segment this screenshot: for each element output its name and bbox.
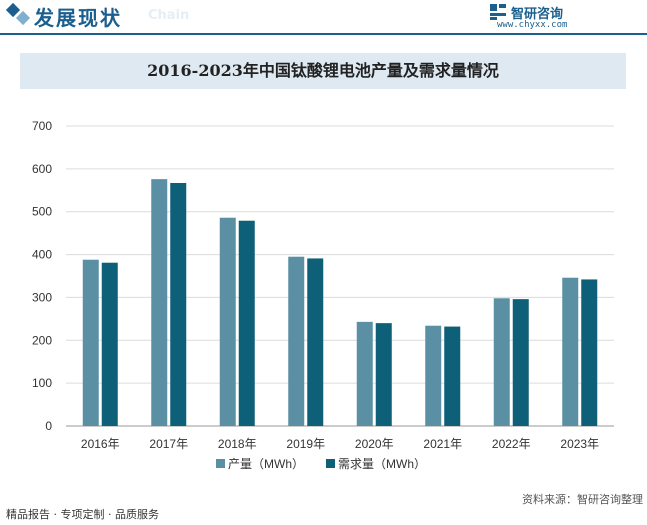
y-tick-label: 0 xyxy=(45,419,52,433)
brand-name: 智研咨询 xyxy=(511,7,564,22)
x-tick-label: 2022年 xyxy=(492,437,531,451)
y-tick-label: 500 xyxy=(32,205,52,219)
x-tick-label: 2018年 xyxy=(218,437,257,451)
section-subtitle: Chain xyxy=(148,8,190,23)
bar-production xyxy=(562,277,579,426)
footer-tagline: 精品报告 · 专项定制 · 品质服务 xyxy=(6,508,159,521)
brand-logo: 智研咨询 www.chyxx.com xyxy=(487,3,637,33)
bar-production xyxy=(425,325,442,426)
brand-url: www.chyxx.com xyxy=(497,20,568,30)
bar-demand xyxy=(444,326,461,426)
bar-production xyxy=(151,179,168,426)
bar-chart: 0 100 200 300 400 500 600 700 2016年 2017年 2018年 201… xyxy=(32,119,614,471)
x-tick-label: 2017年 xyxy=(149,437,188,451)
bar-demand xyxy=(307,258,324,426)
bar-demand xyxy=(101,262,118,426)
y-tick-label: 700 xyxy=(32,119,52,133)
bar-demand xyxy=(238,220,255,426)
bar-production xyxy=(288,256,305,426)
source-note: 资料来源：智研咨询整理 xyxy=(522,493,643,506)
y-tick-label: 300 xyxy=(32,290,52,304)
x-tick-label: 2020年 xyxy=(355,437,394,451)
chart-title-box: 2016-2023年中国钛酸锂电池产量及需求量情况 xyxy=(20,53,626,89)
section-title: 发展现状 xyxy=(34,6,122,30)
bar-production xyxy=(356,321,373,426)
title-bullet-icon xyxy=(15,10,31,26)
header-divider xyxy=(0,33,647,35)
y-tick-label: 100 xyxy=(32,376,52,390)
x-tick-label: 2023年 xyxy=(560,437,599,451)
bar-production xyxy=(82,259,99,426)
brand-logo-icon xyxy=(490,4,506,20)
y-tick-label: 200 xyxy=(32,333,52,347)
x-tick-label: 2016年 xyxy=(81,437,120,451)
bar-demand xyxy=(512,299,529,426)
bar-demand xyxy=(581,279,598,426)
bar-production xyxy=(219,217,236,426)
bar-demand xyxy=(170,183,187,426)
bar-demand xyxy=(375,323,392,426)
bar-production xyxy=(493,298,510,426)
chart-title: 2016-2023年中国钛酸锂电池产量及需求量情况 xyxy=(147,61,499,80)
legend-swatch xyxy=(216,459,225,468)
header-bar: 发展现状 Chain 智研咨询 www.chyxx.com xyxy=(0,0,647,30)
x-tick-label: 2019年 xyxy=(286,437,325,451)
x-tick-label: 2021年 xyxy=(423,437,462,451)
legend-label: 需求量（MWh） xyxy=(338,457,426,471)
y-tick-label: 400 xyxy=(32,248,52,262)
legend-label: 产量（MWh） xyxy=(228,457,304,471)
legend-swatch xyxy=(326,459,335,468)
y-tick-label: 600 xyxy=(32,162,52,176)
